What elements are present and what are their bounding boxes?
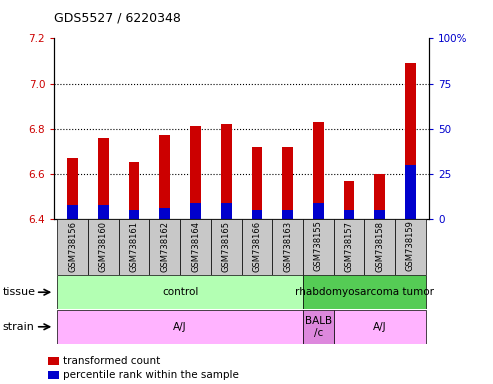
Bar <box>57 275 303 309</box>
Bar <box>344 210 354 219</box>
Text: strain: strain <box>2 322 35 332</box>
Bar <box>221 203 232 219</box>
Text: GSM738157: GSM738157 <box>345 220 353 271</box>
Bar <box>190 203 201 219</box>
Bar <box>211 219 242 275</box>
Bar <box>303 275 426 309</box>
Bar <box>334 219 364 275</box>
Text: tissue: tissue <box>2 287 35 297</box>
Text: percentile rank within the sample: percentile rank within the sample <box>63 370 239 380</box>
Bar <box>272 219 303 275</box>
Bar <box>98 137 109 219</box>
Bar <box>374 210 385 219</box>
Bar <box>313 203 324 219</box>
Bar <box>303 310 334 344</box>
Bar <box>57 219 88 275</box>
Bar <box>364 219 395 275</box>
Bar <box>313 122 324 219</box>
Bar <box>405 63 416 219</box>
Bar <box>251 210 262 219</box>
Text: GSM738164: GSM738164 <box>191 220 200 271</box>
Bar <box>159 208 170 219</box>
Bar <box>129 210 140 219</box>
Bar <box>180 219 211 275</box>
Text: GSM738161: GSM738161 <box>130 220 139 271</box>
Text: GSM738156: GSM738156 <box>68 220 77 271</box>
Bar <box>303 219 334 275</box>
Bar <box>251 147 262 219</box>
Text: GSM738158: GSM738158 <box>375 220 384 271</box>
Bar <box>221 124 232 219</box>
Bar <box>159 136 170 219</box>
Bar <box>282 210 293 219</box>
Bar <box>395 219 426 275</box>
Text: control: control <box>162 287 198 297</box>
Text: GSM738165: GSM738165 <box>222 220 231 271</box>
Text: BALB
/c: BALB /c <box>305 316 332 338</box>
Text: rhabdomyosarcoma tumor: rhabdomyosarcoma tumor <box>295 287 434 297</box>
Bar <box>98 205 109 219</box>
Bar <box>242 219 272 275</box>
Bar <box>405 165 416 219</box>
Text: A/J: A/J <box>174 322 187 332</box>
Text: GSM738166: GSM738166 <box>252 220 261 271</box>
Text: GSM738162: GSM738162 <box>160 220 169 271</box>
Bar <box>344 180 354 219</box>
Bar <box>119 219 149 275</box>
Text: GSM738160: GSM738160 <box>99 220 108 271</box>
Bar <box>48 357 59 365</box>
Bar <box>374 174 385 219</box>
Bar <box>149 219 180 275</box>
Bar <box>88 219 119 275</box>
Bar <box>190 126 201 219</box>
Bar <box>129 162 140 219</box>
Bar <box>57 310 303 344</box>
Text: GSM738155: GSM738155 <box>314 220 323 271</box>
Bar <box>282 147 293 219</box>
Text: transformed count: transformed count <box>63 356 161 366</box>
Bar <box>48 371 59 379</box>
Bar <box>334 310 426 344</box>
Bar <box>67 158 78 219</box>
Bar <box>67 205 78 219</box>
Text: A/J: A/J <box>373 322 387 332</box>
Text: GDS5527 / 6220348: GDS5527 / 6220348 <box>54 12 181 25</box>
Text: GSM738159: GSM738159 <box>406 220 415 271</box>
Text: GSM738163: GSM738163 <box>283 220 292 271</box>
